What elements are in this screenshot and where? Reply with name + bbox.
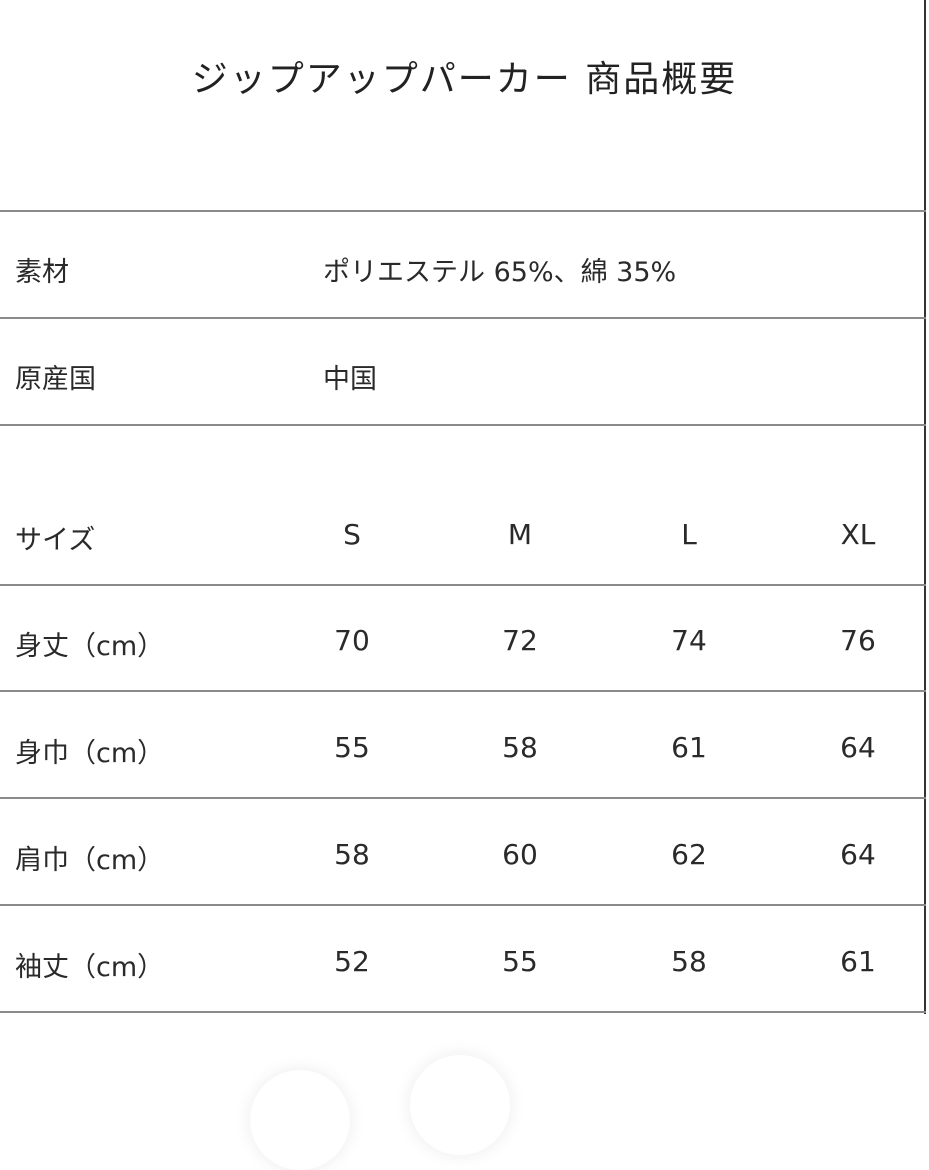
decorative-circle [250, 1070, 350, 1170]
table-cell: 58 [502, 731, 538, 764]
divider [0, 424, 926, 426]
table-cell: 55 [334, 731, 370, 764]
divider [0, 690, 926, 692]
divider [0, 797, 926, 799]
divider [0, 904, 926, 906]
table-cell: 64 [840, 731, 876, 764]
divider [0, 317, 926, 319]
material-label: 素材 [15, 257, 69, 288]
size-header: M [507, 518, 533, 551]
row-label: 身丈（cm） [15, 631, 165, 662]
table-cell: 55 [502, 945, 538, 978]
origin-label: 原産国 [15, 364, 96, 395]
row-label: 身巾（cm） [15, 738, 165, 769]
divider [0, 210, 926, 212]
size-header: XL [840, 518, 876, 551]
table-cell: 72 [502, 624, 538, 657]
page-title: ジップアップパーカー 商品概要 [191, 59, 738, 100]
table-cell: 62 [671, 838, 707, 871]
table-cell: 58 [334, 838, 370, 871]
material-value: ポリエステル 65%、綿 35% [323, 257, 677, 288]
table-cell: 61 [840, 945, 876, 978]
size-header-label: サイズ [15, 525, 96, 556]
table-cell: 60 [502, 838, 538, 871]
table-cell: 52 [334, 945, 370, 978]
size-header: S [343, 518, 361, 551]
table-cell: 76 [840, 624, 876, 657]
table-cell: 61 [671, 731, 707, 764]
divider [0, 1011, 926, 1013]
divider [0, 584, 926, 586]
table-cell: 58 [671, 945, 707, 978]
row-label: 肩巾（cm） [15, 845, 165, 876]
right-border [924, 0, 926, 1014]
row-label: 袖丈（cm） [15, 952, 165, 983]
table-cell: 74 [671, 624, 707, 657]
size-header: L [681, 518, 697, 551]
table-cell: 70 [334, 624, 370, 657]
decorative-circle [410, 1055, 510, 1155]
table-cell: 64 [840, 838, 876, 871]
origin-value: 中国 [323, 364, 377, 395]
